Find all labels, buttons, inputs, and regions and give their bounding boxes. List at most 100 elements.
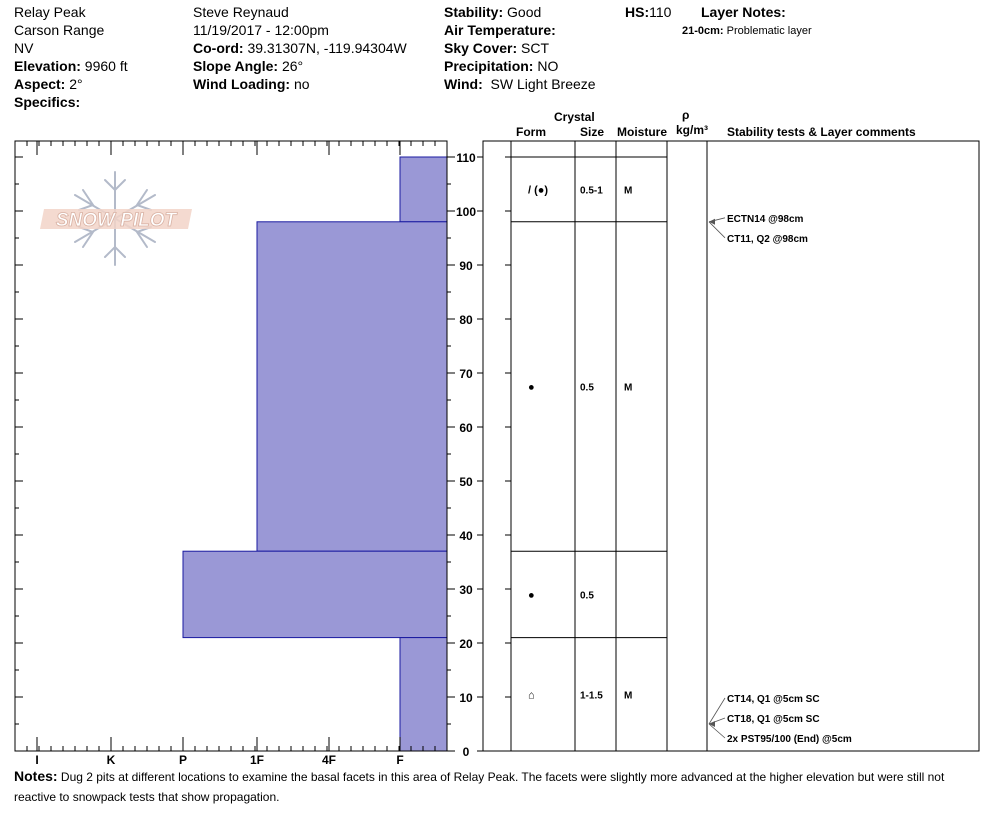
depth-tick-label: 10 (459, 691, 473, 705)
layer-moisture: M (624, 185, 632, 196)
specifics-label: Specifics: (14, 94, 81, 110)
air-temperature: Air Temperature: (444, 21, 556, 39)
snowpilot-logo: SNOW PILOT (40, 171, 192, 266)
layer-size: 0.5 (580, 383, 594, 394)
stability-test: ECTN14 @98cm (727, 214, 804, 225)
sky-cover: Sky Cover: SCT (444, 39, 549, 57)
layer-form: / (●) (528, 184, 548, 196)
coord-value: 39.31307N, -119.94304W (247, 40, 407, 56)
depth-tick-label: 100 (456, 205, 476, 219)
test-arrow (709, 218, 715, 225)
test-leader (708, 697, 726, 725)
stability-test: CT11, Q2 @98cm (727, 234, 808, 245)
hs-value: 110 (649, 4, 672, 20)
observer: Steve Reynaud (193, 4, 289, 20)
aspect: Aspect: 2° (14, 75, 83, 93)
slope-angle: Slope Angle: 26° (193, 57, 303, 75)
hardness-bar (399, 637, 448, 752)
layer-note-text: Problematic layer (726, 25, 812, 37)
datetime: 11/19/2017 - 12:00pm (193, 22, 329, 38)
moisture-heading: Moisture (617, 125, 668, 139)
hardness-tick-label: K (107, 753, 116, 767)
hardness-tick-label: 1F (250, 753, 264, 767)
stability-label: Stability: (444, 4, 504, 20)
layer-size: 1-1.5 (580, 690, 603, 701)
location-name: Relay Peak (14, 4, 86, 20)
notes: Notes: Dug 2 pits at different locations… (14, 766, 974, 807)
elevation: Elevation: 9960 ft (14, 57, 128, 75)
rho-heading: ρ (682, 108, 690, 122)
snow-height: HS:110 (625, 3, 671, 21)
elevation-label: Elevation: (14, 58, 81, 74)
hardness-tick-label: P (179, 753, 187, 767)
stability-test: 2x PST95/100 (End) @5cm (727, 734, 852, 745)
hardness-tick-label: 4F (322, 753, 336, 767)
slope-label: Slope Angle: (193, 58, 279, 74)
wind-loading-value: no (293, 76, 310, 92)
density-unit-heading: kg/m³ (676, 123, 709, 137)
logo-text: SNOW PILOT (56, 210, 178, 231)
layer-note: 21-0cm: Problematic layer (682, 22, 812, 40)
wind-value: SW Light Breeze (490, 76, 596, 92)
wind-label: Wind: (444, 76, 483, 92)
hardness-bar (182, 550, 448, 639)
layer-moisture: M (624, 690, 632, 701)
wind-loading-label: Wind Loading: (193, 76, 291, 92)
precip-value: NO (537, 58, 559, 74)
stability-heading: Stability tests & Layer comments (727, 125, 916, 139)
depth-tick-label: 60 (459, 421, 473, 435)
hardness-tick-label: F (396, 753, 403, 767)
layer-form: ● (528, 589, 535, 601)
stability-test: CT14, Q1 @5cm SC (727, 694, 820, 705)
sky-value: SCT (521, 40, 550, 56)
aspect-value: 2° (69, 76, 83, 92)
notes-label: Notes: (14, 768, 58, 784)
crystal-heading: Crystal (554, 110, 595, 124)
sky-label: Sky Cover: (444, 40, 518, 56)
coordinates: Co-ord: 39.31307N, -119.94304W (193, 39, 407, 57)
layer-moisture: M (624, 383, 632, 394)
test-leader (708, 221, 726, 239)
depth-tick-label: 20 (459, 637, 473, 651)
hardness-tick-label: I (35, 753, 38, 767)
stability-value: Good (507, 4, 542, 20)
size-heading: Size (580, 125, 605, 139)
depth-tick-label: 70 (459, 367, 473, 381)
layer-form: ⌂ (528, 689, 535, 701)
layer-size: 0.5-1 (580, 185, 603, 196)
layer-notes-heading: Layer Notes: (701, 4, 786, 20)
depth-tick-label: 80 (459, 313, 473, 327)
depth-tick-label: 50 (459, 475, 473, 489)
test-leader (708, 723, 726, 739)
stability-test: CT18, Q1 @5cm SC (727, 714, 820, 725)
test-arrow (709, 721, 715, 727)
wind-loading: Wind Loading: no (193, 75, 310, 93)
hardness-bar (256, 221, 448, 552)
layer-note-depth: 21-0cm: (682, 25, 724, 37)
wind: Wind: SW Light Breeze (444, 75, 596, 93)
elevation-value: 9960 ft (84, 58, 128, 74)
aspect-label: Aspect: (14, 76, 66, 92)
coord-label: Co-ord: (193, 40, 244, 56)
layer-table-frame (482, 140, 980, 752)
mountain-range: Carson Range (14, 22, 105, 38)
specifics: Specifics: (14, 93, 80, 111)
form-heading: Form (516, 125, 546, 139)
state: NV (14, 40, 34, 56)
stability: Stability: Good (444, 3, 541, 21)
depth-tick-label: 40 (459, 529, 473, 543)
layer-form: ● (528, 382, 535, 394)
precip-label: Precipitation: (444, 58, 534, 74)
notes-text: Dug 2 pits at different locations to exa… (14, 770, 945, 804)
depth-tick-label: 0 (463, 745, 470, 759)
precipitation: Precipitation: NO (444, 57, 558, 75)
depth-tick-label: 110 (456, 151, 476, 165)
hardness-bar (399, 156, 448, 223)
depth-tick-label: 30 (459, 583, 473, 597)
depth-tick-label: 90 (459, 259, 473, 273)
layer-size: 0.5 (580, 590, 594, 601)
hs-label: HS: (625, 4, 650, 20)
slope-value: 26° (281, 58, 304, 74)
air-temp-label: Air Temperature: (444, 22, 556, 38)
